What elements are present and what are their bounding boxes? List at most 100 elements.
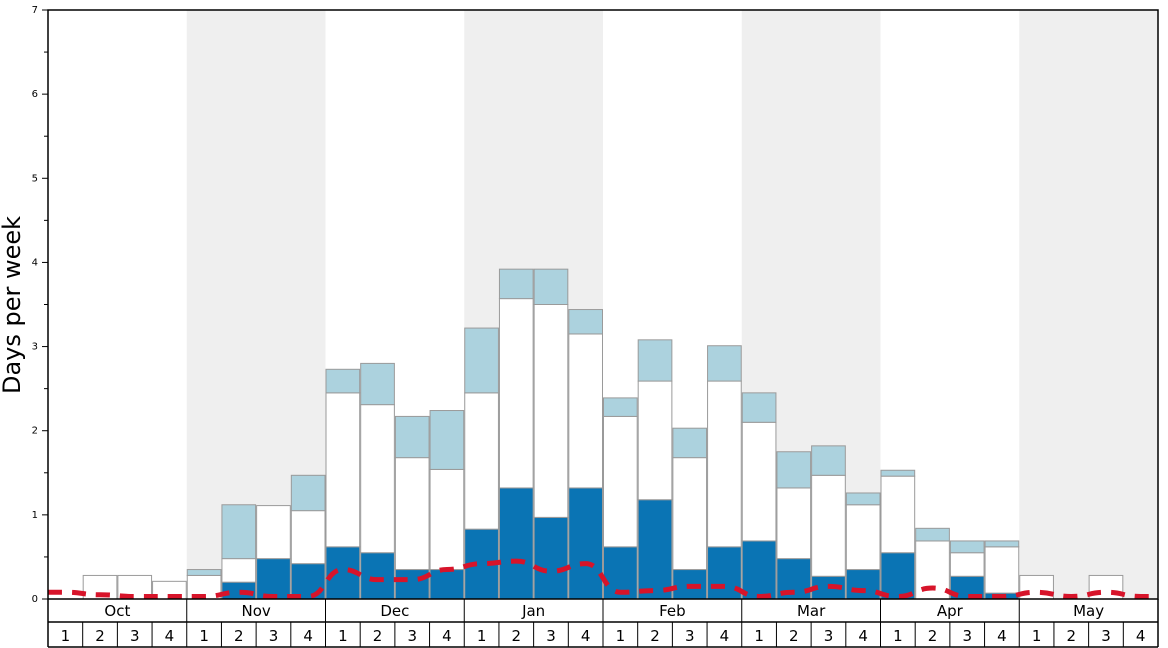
bar-light-25 bbox=[915, 527, 950, 542]
bar-white-24 bbox=[880, 475, 916, 554]
y-tick-label-0: 0 bbox=[32, 594, 38, 605]
y-tick-label-1: 1 bbox=[32, 510, 38, 521]
week-label-feb-4: 4 bbox=[720, 627, 730, 645]
bar-dark-10 bbox=[394, 569, 430, 600]
bar-white-15 bbox=[568, 333, 603, 489]
week-label-jan-1: 1 bbox=[477, 627, 487, 645]
bar-white-8 bbox=[325, 392, 361, 548]
week-label-apr-3: 3 bbox=[962, 627, 972, 645]
month-label-apr: Apr bbox=[937, 602, 964, 620]
bar-light-21 bbox=[776, 451, 812, 489]
bar-light-4 bbox=[186, 569, 222, 576]
bar-light-8 bbox=[325, 368, 361, 394]
week-label-feb-1: 1 bbox=[616, 627, 626, 645]
bar-light-16 bbox=[603, 397, 638, 417]
week-label-jan-3: 3 bbox=[546, 627, 556, 645]
week-label-mar-1: 1 bbox=[754, 627, 764, 645]
bar-light-11 bbox=[429, 410, 465, 470]
bar-dark-9 bbox=[360, 552, 395, 600]
average-line-path bbox=[48, 558, 1158, 599]
bar-dark-11 bbox=[429, 569, 465, 600]
week-label-apr-2: 2 bbox=[928, 627, 938, 645]
bar-white-14 bbox=[533, 304, 569, 518]
week-label-nov-4: 4 bbox=[303, 627, 313, 645]
bar-dark-24 bbox=[880, 552, 916, 600]
bar-dark-14 bbox=[533, 516, 569, 600]
week-label-jan-4: 4 bbox=[581, 627, 591, 645]
bar-light-10 bbox=[394, 415, 430, 459]
month-label-may: May bbox=[1073, 602, 1104, 620]
bar-light-19 bbox=[707, 345, 742, 382]
month-label-dec: Dec bbox=[380, 602, 409, 620]
week-label-dec-1: 1 bbox=[338, 627, 348, 645]
bar-light-7 bbox=[290, 474, 326, 512]
bar-white-27 bbox=[984, 546, 1020, 594]
month-label-feb: Feb bbox=[659, 602, 686, 620]
bar-dark-6 bbox=[256, 558, 291, 600]
bar-white-6 bbox=[256, 505, 291, 560]
bar-dark-5 bbox=[221, 581, 257, 600]
bar-white-12 bbox=[464, 392, 499, 530]
y-tick-label-3: 3 bbox=[32, 342, 38, 353]
month-label-jan: Jan bbox=[521, 602, 545, 620]
bar-light-14 bbox=[533, 268, 569, 306]
week-label-oct-4: 4 bbox=[165, 627, 175, 645]
y-tick-label-6: 6 bbox=[32, 89, 38, 100]
week-label-mar-4: 4 bbox=[858, 627, 868, 645]
y-axis-label: Days per week bbox=[0, 216, 26, 394]
week-label-dec-3: 3 bbox=[407, 627, 417, 645]
bar-light-26 bbox=[949, 540, 985, 554]
bar-white-23 bbox=[845, 504, 881, 571]
week-label-nov-2: 2 bbox=[234, 627, 244, 645]
bar-white-9 bbox=[360, 404, 395, 554]
month-label-oct: Oct bbox=[104, 602, 130, 620]
bar-light-9 bbox=[360, 362, 395, 406]
week-label-apr-1: 1 bbox=[893, 627, 903, 645]
week-label-feb-3: 3 bbox=[685, 627, 695, 645]
bar-dark-23 bbox=[845, 569, 881, 600]
week-label-may-4: 4 bbox=[1136, 627, 1146, 645]
bars bbox=[82, 268, 1124, 600]
week-label-oct-1: 1 bbox=[61, 627, 71, 645]
y-tick-label-7: 7 bbox=[32, 5, 38, 16]
bar-light-13 bbox=[498, 268, 534, 300]
bar-white-7 bbox=[290, 510, 326, 565]
month-label-nov: Nov bbox=[241, 602, 270, 620]
bar-light-12 bbox=[464, 327, 499, 394]
bar-white-22 bbox=[811, 474, 846, 577]
bar-white-26 bbox=[949, 552, 985, 577]
bar-light-15 bbox=[568, 309, 603, 335]
y-tick-label-2: 2 bbox=[32, 426, 38, 437]
y-tick-label-4: 4 bbox=[32, 257, 38, 268]
week-label-nov-1: 1 bbox=[199, 627, 209, 645]
week-label-jan-2: 2 bbox=[512, 627, 522, 645]
bar-dark-20 bbox=[741, 540, 777, 600]
bar-dark-15 bbox=[568, 487, 603, 600]
week-label-nov-3: 3 bbox=[269, 627, 279, 645]
bar-light-27 bbox=[984, 540, 1020, 548]
bar-light-23 bbox=[845, 492, 881, 506]
week-label-oct-2: 2 bbox=[95, 627, 105, 645]
week-label-may-1: 1 bbox=[1032, 627, 1042, 645]
week-label-feb-2: 2 bbox=[650, 627, 660, 645]
bar-white-19 bbox=[707, 380, 742, 548]
week-label-mar-3: 3 bbox=[824, 627, 834, 645]
bar-white-21 bbox=[776, 487, 812, 560]
bar-white-20 bbox=[741, 421, 777, 542]
week-label-mar-2: 2 bbox=[789, 627, 799, 645]
bar-light-22 bbox=[811, 445, 846, 476]
average-line bbox=[48, 558, 1158, 599]
bar-white-16 bbox=[603, 415, 638, 548]
bar-dark-13 bbox=[498, 487, 534, 600]
bar-white-13 bbox=[498, 298, 534, 489]
bar-dark-17 bbox=[637, 499, 673, 600]
bar-light-24 bbox=[880, 469, 916, 477]
x-axis: Oct 1 2 3 4 Nov 1 2 3 4 Dec 1 2 3 4 Jan 1 2 3 4 Feb 1 2 3 4 Mar 1 2… bbox=[47, 599, 1159, 648]
week-label-apr-4: 4 bbox=[997, 627, 1007, 645]
y-tick-label-5: 5 bbox=[32, 173, 38, 184]
bar-white-17 bbox=[637, 380, 673, 501]
week-label-oct-3: 3 bbox=[130, 627, 140, 645]
bar-white-18 bbox=[672, 457, 708, 571]
